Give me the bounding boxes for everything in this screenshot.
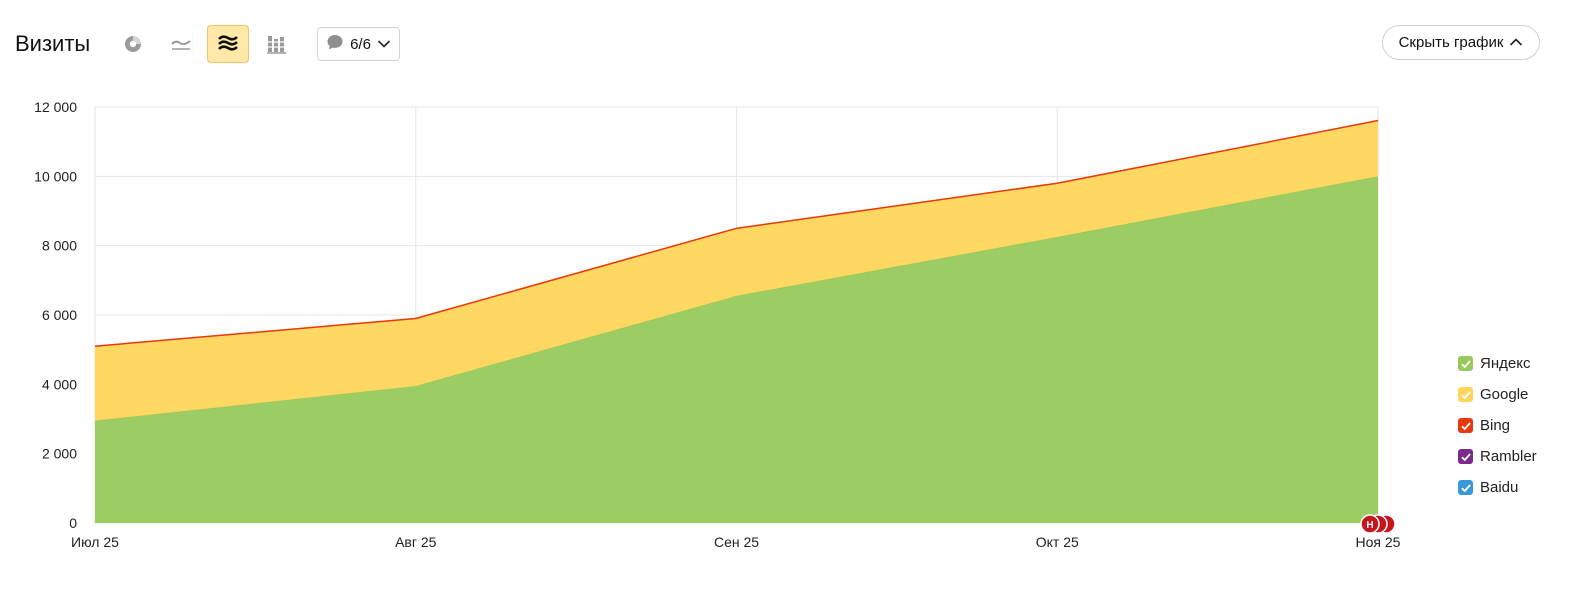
comment-marker[interactable] — [1360, 514, 1380, 534]
legend-label: Baidu — [1480, 479, 1519, 496]
checkbox-check-icon — [1458, 387, 1473, 402]
x-tick-label: Авг 25 — [395, 534, 437, 550]
y-tick-label: 4 000 — [42, 376, 77, 392]
pie-chart-button[interactable] — [112, 25, 154, 63]
series-area-1 — [95, 120, 1378, 421]
x-tick-label: Июл 25 — [71, 534, 119, 550]
y-tick-label: 12 000 — [34, 99, 77, 115]
x-axis: Июл 25 Авг 25 Сен 25 Окт 25 Ноя 25 — [71, 534, 1401, 550]
y-tick-label: 0 — [69, 515, 77, 531]
comment-marker-group[interactable]: Н — [1360, 514, 1396, 534]
series-area-0 — [95, 176, 1378, 523]
legend-item-0[interactable]: Яндекс — [1458, 348, 1578, 379]
legend-item-3[interactable]: Rambler — [1458, 441, 1578, 472]
chart-annotations[interactable]: Н — [1360, 514, 1396, 534]
legend-label: Bing — [1480, 417, 1511, 434]
chart-area: 0 2 000 4 000 6 000 8 000 10 000 12 000 Июл 25… — [0, 90, 1594, 611]
pie-chart-icon — [123, 34, 143, 54]
chevron-up-icon — [1509, 34, 1523, 51]
x-tick-label: Ноя 25 — [1356, 534, 1401, 550]
chevron-down-icon — [377, 36, 391, 53]
x-tick-label: Окт 25 — [1036, 534, 1079, 550]
comment-marker-label: Н — [1366, 520, 1373, 531]
chart-legend: Яндекс Google Bing Rambler Baidu — [1458, 348, 1578, 503]
stacked-area-chart-icon — [217, 33, 239, 55]
stacked-area-chart-button[interactable] — [207, 25, 249, 63]
x-tick-label: Сен 25 — [714, 534, 759, 550]
y-tick-label: 2 000 — [42, 446, 77, 462]
visits-chart: 0 2 000 4 000 6 000 8 000 10 000 12 000 Июл 25… — [34, 99, 1401, 550]
comments-count: 6/6 — [350, 35, 371, 53]
legend-item-2[interactable]: Bing — [1458, 410, 1578, 441]
y-tick-label: 8 000 — [42, 238, 77, 254]
stacked-bar-chart-button[interactable] — [256, 25, 298, 63]
legend-item-4[interactable]: Baidu — [1458, 472, 1578, 503]
chart-series-areas — [94, 119, 1379, 523]
page-title: Визиты — [15, 31, 91, 56]
chart-toolbar: Визиты — [0, 0, 1594, 90]
y-axis: 0 2 000 4 000 6 000 8 000 10 000 12 000 — [34, 99, 77, 531]
comments-filter-button[interactable]: 6/6 — [317, 27, 400, 61]
line-chart-button[interactable] — [160, 25, 202, 63]
line-chart-icon — [170, 36, 192, 52]
checkbox-check-icon — [1458, 449, 1473, 464]
stacked-bar-chart-icon — [267, 34, 287, 54]
checkbox-check-icon — [1458, 356, 1473, 371]
comment-icon — [326, 33, 344, 55]
hide-chart-label: Скрыть график — [1398, 34, 1504, 51]
series-line-2 — [94, 119, 1379, 347]
checkbox-check-icon — [1458, 418, 1473, 433]
hide-chart-button[interactable]: Скрыть график — [1382, 25, 1540, 60]
y-tick-label: 6 000 — [42, 307, 77, 323]
legend-label: Яндекс — [1480, 355, 1531, 372]
y-tick-label: 10 000 — [34, 168, 77, 184]
checkbox-check-icon — [1458, 480, 1473, 495]
legend-label: Google — [1480, 386, 1529, 403]
legend-label: Rambler — [1480, 448, 1537, 465]
legend-item-1[interactable]: Google — [1458, 379, 1578, 410]
